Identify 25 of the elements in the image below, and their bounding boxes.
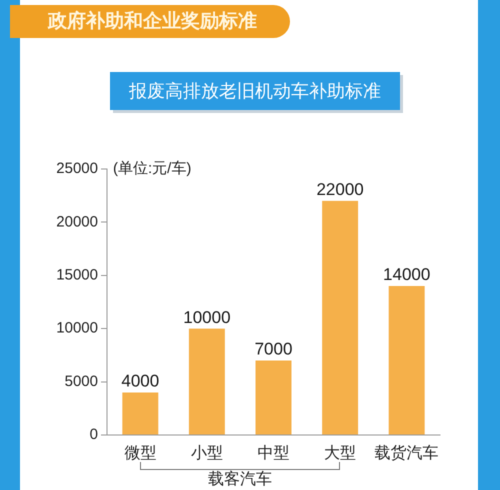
data-label: 14000 — [383, 265, 430, 284]
x-tick-label: 中型 — [258, 444, 290, 462]
y-tick-label: 25000 — [56, 160, 98, 178]
x-tick-label: 微型 — [124, 445, 156, 462]
data-label: 4000 — [121, 372, 160, 391]
y-tick-label: 10000 — [56, 320, 98, 337]
data-label: 10000 — [183, 308, 231, 327]
x-tick-label: 大型 — [324, 444, 356, 462]
chart-subtitle: 报废高排放老旧机动车补助标准 — [129, 80, 381, 103]
x-tick-label: 小型 — [190, 444, 223, 462]
y-axis-title: (单位:元/车) — [113, 160, 192, 178]
bar — [188, 328, 225, 434]
y-tick-label: 5000 — [64, 372, 98, 390]
chart-title: 政府补助和企业奖励标准 — [48, 10, 257, 34]
bar — [322, 200, 358, 434]
y-tick-label: 15000 — [56, 266, 98, 284]
x-tick-label: 载货汽车 — [374, 444, 439, 462]
data-label: 22000 — [316, 180, 364, 200]
text: 载客汽车 — [208, 471, 272, 489]
bar — [256, 360, 292, 434]
y-tick-label: 0 — [90, 426, 98, 444]
bar — [122, 392, 158, 434]
bar — [388, 286, 425, 434]
data-label: 7000 — [254, 340, 292, 359]
y-tick-label: 20000 — [56, 213, 98, 230]
